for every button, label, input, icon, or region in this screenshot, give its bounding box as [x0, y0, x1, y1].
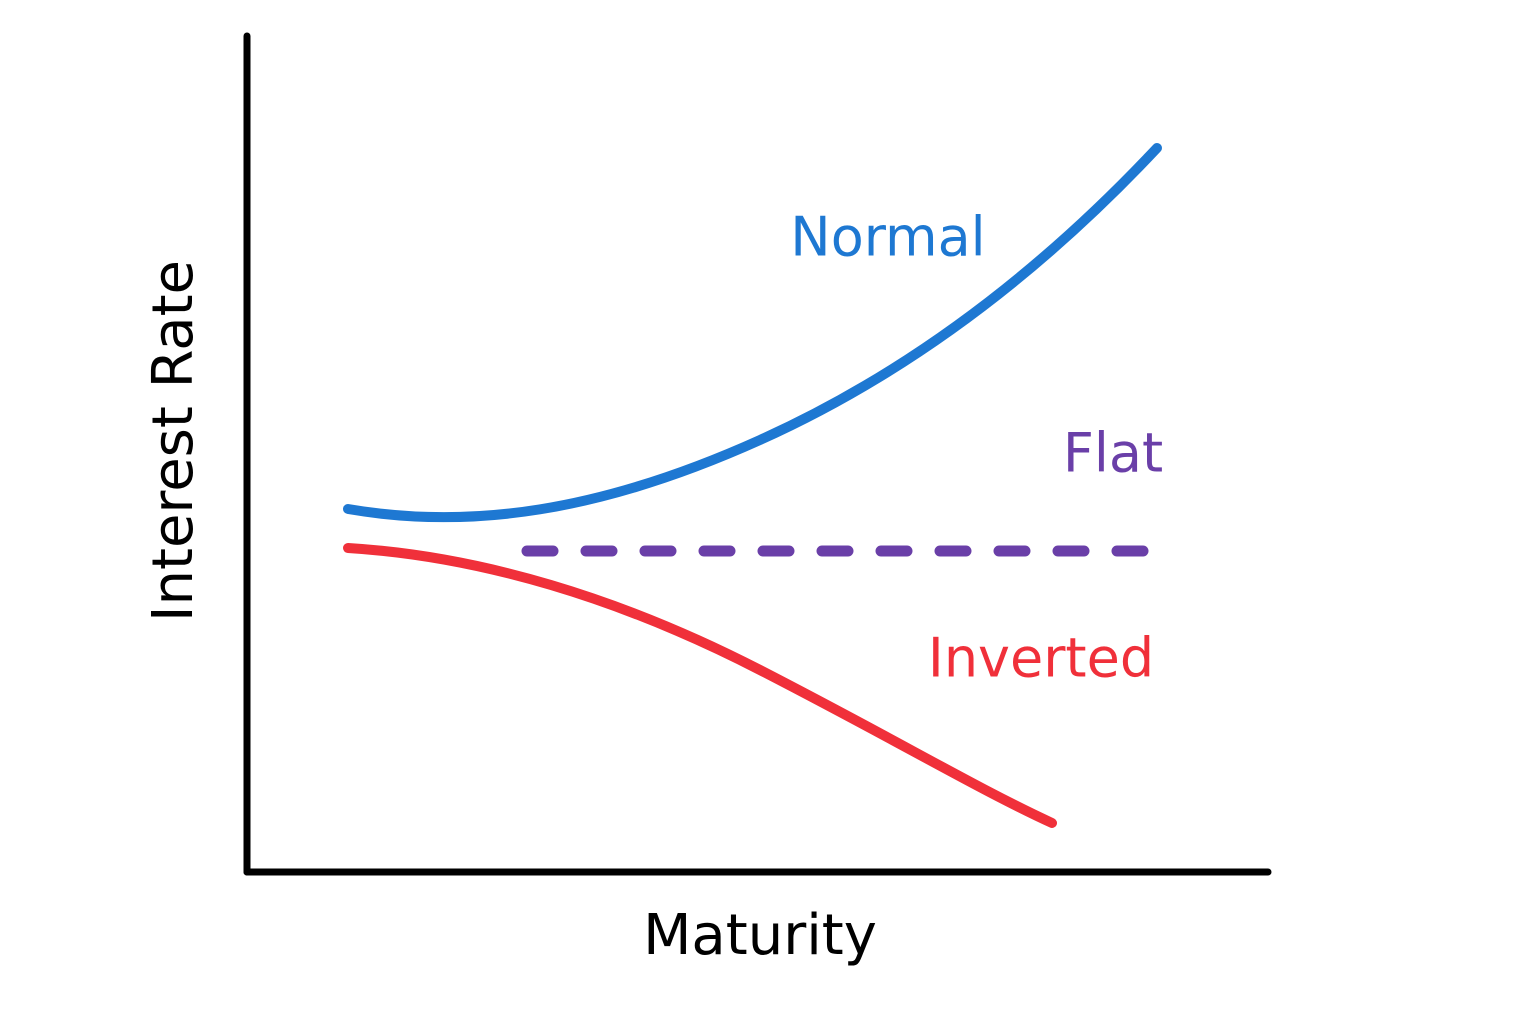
inverted-curve	[343, 543, 1057, 828]
x-axis-label: Maturity	[643, 903, 877, 968]
curve-label: Flat	[1063, 422, 1163, 485]
curve-label: Inverted	[928, 627, 1154, 690]
normal-curve	[343, 143, 1162, 523]
curve-label: Normal	[790, 206, 985, 269]
y-axis-label: Interest Rate	[141, 260, 206, 622]
